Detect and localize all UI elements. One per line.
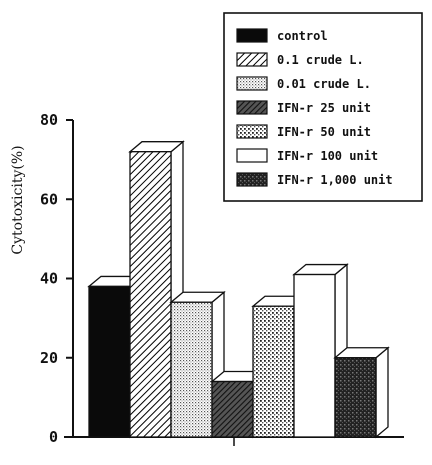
legend-label: IFN-r 1,000 unit: [277, 173, 393, 187]
y-tick-label: 60: [40, 190, 58, 208]
bar: [128, 140, 185, 439]
legend-label: IFN-r 25 unit: [277, 101, 371, 115]
bar-front-face: [252, 305, 295, 438]
bar-front-face: [88, 285, 131, 438]
legend-label: 0.1 crude L.: [277, 53, 364, 67]
bar-front-face: [170, 301, 213, 438]
bar-front-face: [334, 357, 377, 438]
bars-group: [87, 140, 390, 439]
y-tick-label: 80: [40, 111, 58, 129]
legend-label: 0.01 crude L.: [277, 77, 371, 91]
legend-label: IFN-r 50 unit: [277, 125, 371, 139]
legend-swatch: [236, 76, 268, 91]
y-axis-label: Cytotoxicity(%): [10, 145, 26, 254]
legend-swatch: [236, 148, 268, 163]
y-tick-label: 40: [40, 270, 58, 288]
bar-front-face: [129, 151, 172, 438]
legend-swatch: [236, 28, 268, 43]
bar-front-face: [211, 380, 254, 438]
legend-label: IFN-r 100 unit: [277, 149, 378, 163]
legend-label: control: [277, 29, 328, 43]
legend: control 0.1 crude L. 0.01 crude L. IFN-r 25…: [223, 12, 423, 202]
legend-swatch: [236, 52, 268, 67]
y-axis-ticks: 0 20 40 60 80: [40, 111, 73, 446]
legend-swatch: [236, 172, 268, 187]
legend-swatch: [236, 124, 268, 139]
legend-swatch: [236, 100, 268, 115]
bar: [333, 346, 390, 439]
bar-front-face: [293, 273, 336, 438]
y-tick-label: 0: [49, 428, 58, 446]
bar-side-face: [375, 346, 389, 439]
y-tick-label: 20: [40, 349, 58, 367]
